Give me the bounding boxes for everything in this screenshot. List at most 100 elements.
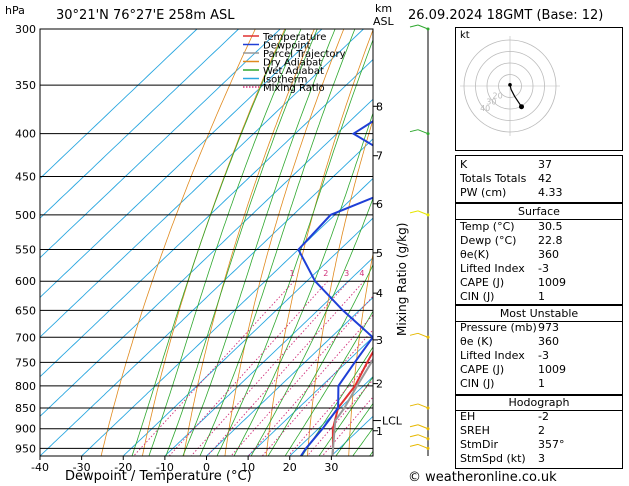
copyright-footer: © weatheronline.co.uk <box>408 470 557 485</box>
dry-adiabat-line <box>100 29 256 456</box>
km-tick-label: 8 <box>376 100 383 113</box>
isotherm-line <box>122 217 373 456</box>
legend-label: Isotherm <box>263 75 307 86</box>
temperature-tick-label: -20 <box>114 461 132 474</box>
mixing-ratio-label: 3 <box>344 269 349 278</box>
wind-barb-flag <box>409 210 419 214</box>
isotherm-line <box>40 98 373 417</box>
pressure-tick-label: 750 <box>15 356 36 369</box>
hpa-unit-label: hPa <box>5 4 25 17</box>
wind-barb <box>417 210 429 216</box>
dry-adiabat-line <box>348 251 373 456</box>
hodograph-kt-label: kt <box>460 30 470 41</box>
pw-value: 4.33 <box>538 186 563 199</box>
mu-theta-e-value: 360 <box>538 335 559 348</box>
pressure-tick-label: 700 <box>15 331 36 344</box>
hodograph-indices-table: Hodograph EH -2 SREH 2 StmDir 357° StmSpd (… <box>455 395 623 469</box>
temperature-tick-label: -40 <box>31 461 49 474</box>
totals-totals-label: Totals Totals <box>460 172 527 185</box>
wind-barb <box>417 24 429 30</box>
pressure-tick-label: 850 <box>15 402 36 415</box>
wind-barb-flag <box>409 424 419 428</box>
km-tick-label: 3 <box>376 334 383 347</box>
dry-adiabat-line <box>307 118 373 456</box>
pressure-tick-label: 500 <box>15 209 36 222</box>
axes-labels: 3003504004505005506006507007508008509009… <box>15 23 403 474</box>
temperature-tick-label: 0 <box>203 461 210 474</box>
surface-title: Surface <box>518 205 560 218</box>
wet-adiabat-line <box>165 29 318 456</box>
mu-cin-label: CIN (J) <box>460 377 495 390</box>
pressure-tick-label: 350 <box>15 79 36 92</box>
isotherm-line <box>40 29 239 219</box>
temperature-tick-label: -10 <box>156 461 174 474</box>
pressure-tick-label: 300 <box>15 23 36 36</box>
temperature-tick-label: 10 <box>241 461 255 474</box>
legend-label: Parcel Trajectory <box>263 49 346 60</box>
y-axis-title-mixing-ratio: Mixing Ratio (g/kg) <box>395 222 409 336</box>
series-line-dewpoint <box>297 120 373 456</box>
surface-cin-label: CIN (J) <box>460 290 495 303</box>
mixing-ratio-line <box>287 357 373 456</box>
wet-adiabat-line <box>318 376 373 456</box>
mu-lifted-value: -3 <box>538 349 549 362</box>
wind-barb-flag <box>409 24 419 28</box>
mu-theta-e-label: θe (K) <box>460 335 493 348</box>
legend-label: Dewpoint <box>263 41 311 52</box>
temperature-tick-label: 20 <box>283 461 297 474</box>
pressure-tick-label: 600 <box>15 275 36 288</box>
wind-barb-dot <box>426 406 430 410</box>
wind-barb-flag <box>409 403 419 407</box>
mixing-ratio-line <box>261 329 373 456</box>
hodograph-trace <box>509 84 522 108</box>
dry-adiabat-line <box>142 29 286 456</box>
sreh-value: 2 <box>538 424 545 437</box>
mu-lifted-label: Lifted Index <box>460 349 525 362</box>
hodograph-ring-label: 40 <box>480 104 490 113</box>
wind-barb-dot <box>426 437 430 441</box>
hodograph-indices-title: Hodograph <box>508 396 570 409</box>
asl-unit-label: ASL <box>373 15 394 28</box>
legend-label: Dry Adiabat <box>263 58 322 69</box>
wind-barb-flag <box>409 332 419 336</box>
dry-adiabat-line <box>224 29 345 456</box>
mixing-ratio-label: 6 <box>382 269 387 278</box>
wind-barb-dot <box>426 27 430 31</box>
wind-barb-flag <box>409 434 419 438</box>
km-tick-label: 1 <box>376 425 383 438</box>
pressure-tick-label: 800 <box>15 380 36 393</box>
wind-barb-dot <box>426 213 430 217</box>
mixing-ratio-line <box>248 314 373 456</box>
mixing-ratio-label: 1 <box>290 269 295 278</box>
mixing-ratio-line <box>168 280 329 456</box>
wet-adiabat-line <box>233 111 373 456</box>
isotherm-line <box>40 138 373 456</box>
mu-cape-label: CAPE (J) <box>460 363 505 376</box>
legend-label: Mixing Ratio <box>263 83 325 94</box>
wind-barb <box>417 443 429 449</box>
hodograph-box: 20 30 40 kt <box>455 27 623 151</box>
most-unstable-title: Most Unstable <box>499 307 579 320</box>
eh-value: -2 <box>538 410 549 423</box>
temperature-tick-label: -30 <box>73 461 91 474</box>
wind-barb-dot <box>426 427 430 431</box>
wind-barb-flag <box>409 129 419 133</box>
datetime-title: 26.09.2024 18GMT (Base: 12) <box>408 8 604 23</box>
hodograph-ring-label: 30 <box>486 98 496 107</box>
mixing-ratio-line <box>230 295 373 456</box>
wet-adiabat-line <box>131 29 287 456</box>
mixing-ratio-label: 15 <box>433 269 443 278</box>
pressure-tick-label: 550 <box>15 244 36 257</box>
wet-adiabat-line <box>216 38 373 456</box>
wind-barb <box>417 332 429 338</box>
km-unit-label: km <box>375 2 393 15</box>
isotherm-line <box>40 29 198 180</box>
km-tick-label: 6 <box>376 198 383 211</box>
isotherm-line <box>40 58 373 378</box>
wind-barb-dot <box>426 335 430 339</box>
hodograph-ring-label: 20 <box>493 91 503 100</box>
mixing-ratio-line <box>306 379 373 456</box>
